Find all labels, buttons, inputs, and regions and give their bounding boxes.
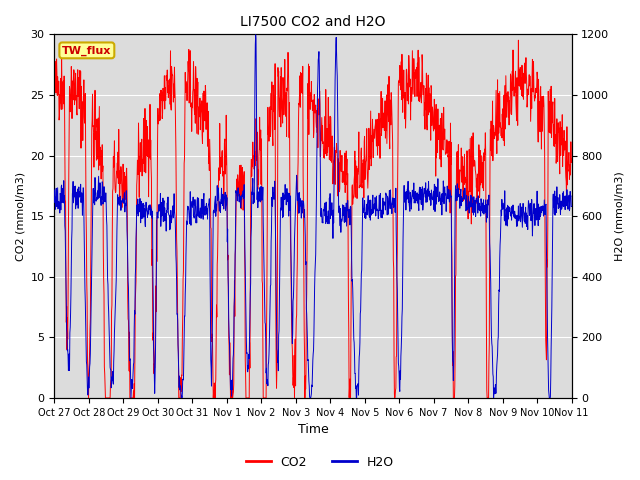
Y-axis label: H2O (mmol/m3): H2O (mmol/m3) <box>615 171 625 261</box>
Title: LI7500 CO2 and H2O: LI7500 CO2 and H2O <box>240 15 386 29</box>
Y-axis label: CO2 (mmol/m3): CO2 (mmol/m3) <box>15 171 25 261</box>
Text: TW_flux: TW_flux <box>62 45 111 56</box>
X-axis label: Time: Time <box>298 423 328 436</box>
Legend: CO2, H2O: CO2, H2O <box>241 451 399 474</box>
